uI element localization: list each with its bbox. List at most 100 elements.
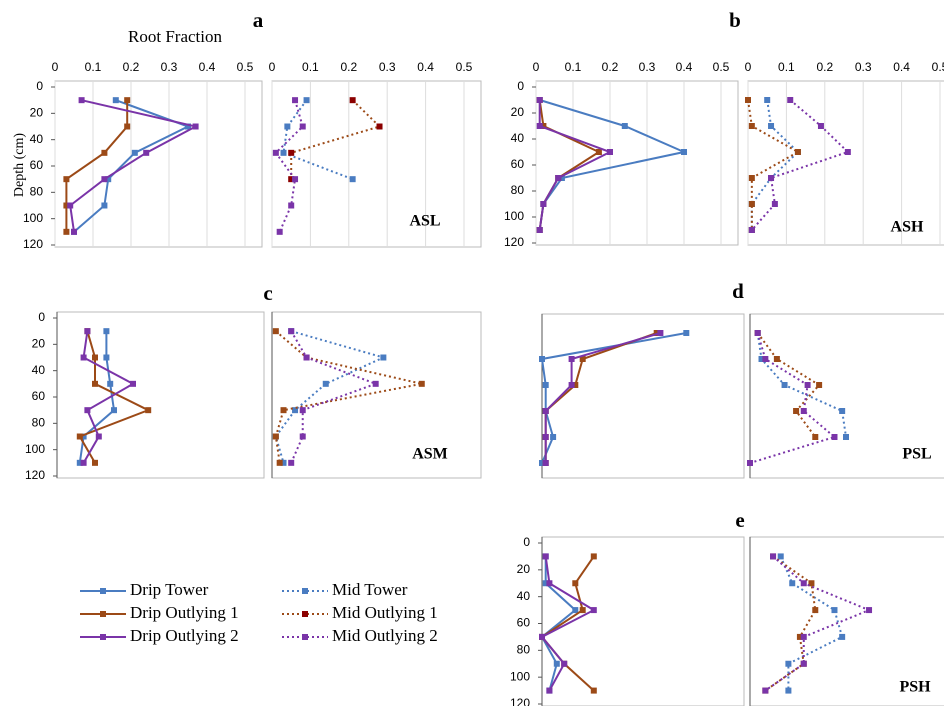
point-marker	[579, 607, 586, 614]
point-marker	[542, 553, 549, 560]
y-tick-label: 120	[25, 468, 45, 482]
point-marker	[299, 123, 306, 130]
point-marker	[105, 176, 112, 183]
series-line	[540, 332, 687, 464]
point-marker	[748, 201, 755, 207]
point-marker	[561, 660, 568, 667]
legend-marker	[302, 588, 308, 594]
series-line	[65, 100, 129, 232]
point-marker	[145, 407, 152, 414]
x-tick-label: 0	[269, 60, 276, 74]
point-marker	[796, 633, 803, 640]
series-line	[764, 555, 872, 692]
x-tick-label: 0.3	[379, 60, 396, 74]
y-tick-label: 60	[511, 157, 525, 171]
legend-label: Mid Outlying 1	[332, 603, 438, 622]
point-marker	[101, 176, 108, 183]
y-tick-label: 80	[32, 416, 46, 430]
point-marker	[101, 202, 108, 209]
x-tick-label: 0.5	[713, 60, 730, 74]
point-marker	[292, 407, 299, 414]
point-marker	[103, 328, 110, 335]
y-tick-label: 100	[23, 211, 43, 225]
y-tick-label: 100	[504, 209, 524, 223]
point-marker	[288, 459, 295, 466]
point-marker	[781, 382, 788, 388]
y-tick-label: 40	[511, 131, 525, 145]
x-axis-title: Root Fraction	[128, 27, 222, 46]
point-marker	[789, 580, 796, 587]
legend-marker	[100, 611, 106, 617]
point-marker	[793, 408, 800, 414]
series-line	[749, 332, 837, 464]
series-line	[779, 556, 844, 691]
series-line	[540, 556, 577, 691]
point-marker	[536, 123, 543, 129]
y-tick-label: 0	[38, 310, 45, 324]
y-tick-label: 20	[517, 562, 531, 576]
site-label: ASM	[412, 446, 448, 463]
point-marker	[555, 175, 562, 181]
point-marker	[568, 356, 575, 362]
y-tick-label: 20	[511, 105, 525, 119]
y-tick-label: 20	[30, 106, 44, 120]
panel-letter: e	[735, 508, 744, 532]
point-marker	[546, 687, 553, 694]
point-marker	[539, 356, 545, 362]
point-marker	[292, 176, 299, 183]
point-marker	[539, 460, 545, 466]
point-marker	[590, 553, 597, 560]
point-marker	[288, 328, 295, 335]
point-marker	[192, 123, 199, 130]
y-tick-label: 100	[25, 442, 45, 456]
series-line	[544, 332, 658, 463]
point-marker	[844, 149, 851, 155]
x-tick-label: 0.1	[85, 60, 102, 74]
series-line	[764, 555, 817, 692]
point-marker	[124, 97, 131, 104]
point-marker	[745, 97, 751, 103]
point-marker	[78, 97, 85, 104]
point-marker	[800, 633, 807, 640]
site-label: ASH	[891, 219, 924, 236]
point-marker	[866, 607, 873, 614]
y-axis-title: Depth (cm)	[12, 133, 27, 197]
x-tick-label: 0.4	[893, 60, 910, 74]
point-marker	[839, 633, 846, 640]
x-tick-label: 0.1	[302, 60, 319, 74]
y-tick-label: 20	[32, 337, 46, 351]
point-marker	[349, 176, 356, 183]
point-marker	[280, 149, 287, 156]
x-tick-label: 0.3	[855, 60, 872, 74]
point-marker	[276, 228, 283, 235]
point-marker	[800, 580, 807, 587]
y-tick-label: 120	[504, 235, 524, 249]
point-marker	[748, 175, 755, 181]
y-tick-label: 60	[30, 158, 44, 172]
point-marker	[101, 149, 108, 156]
point-marker	[579, 356, 586, 362]
point-marker	[681, 149, 687, 155]
point-marker	[800, 408, 807, 414]
series-line	[538, 99, 688, 231]
point-marker	[92, 354, 98, 361]
y-tick-label: 40	[30, 132, 44, 146]
point-marker	[292, 97, 299, 104]
series-line	[540, 556, 596, 692]
series-line	[282, 99, 353, 181]
point-marker	[92, 459, 98, 466]
point-marker	[808, 580, 815, 587]
series-line	[540, 555, 595, 692]
point-marker	[143, 149, 150, 156]
series-line	[69, 99, 199, 232]
series-line	[538, 99, 601, 231]
point-marker	[747, 460, 753, 466]
point-marker	[542, 382, 549, 388]
point-marker	[418, 380, 425, 387]
point-marker	[748, 123, 755, 129]
series-line	[544, 332, 661, 463]
point-marker	[80, 459, 87, 466]
point-marker	[546, 580, 553, 587]
point-marker	[590, 607, 597, 614]
series-line	[274, 330, 422, 463]
